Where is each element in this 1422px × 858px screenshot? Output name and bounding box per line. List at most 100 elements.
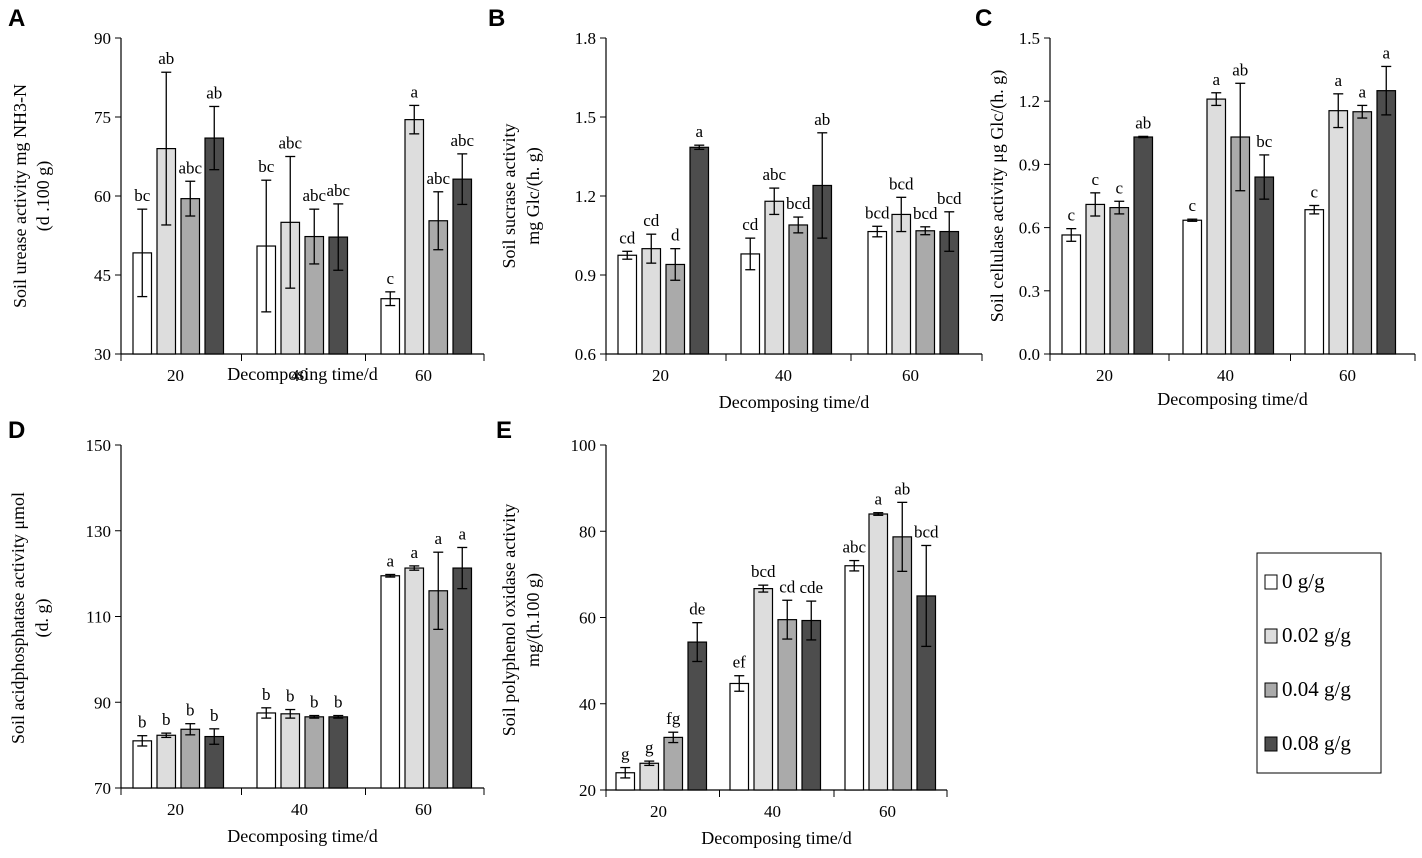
bar [663, 736, 684, 791]
panel-letter-C: C [975, 5, 992, 32]
y-tick-label: 90 [94, 693, 111, 712]
panel-A: A 30 45 60 75 90 20 40 60 Decomposing time/d Soil … [8, 5, 485, 385]
significance-label: c [1188, 196, 1196, 215]
significance-label: b [138, 713, 147, 732]
bar [1109, 206, 1130, 355]
panel-D: D 70 90 110 130 150 20 40 60 Decomposing time/d So… [8, 417, 485, 846]
bar [617, 254, 638, 355]
bar [788, 224, 809, 355]
y-tick-label: 70 [94, 779, 111, 798]
y-axis-label: Soil cellulase activity μg Glc/(h. g) [987, 70, 1008, 323]
bar [844, 565, 865, 791]
significance-label: abc [278, 134, 302, 153]
x-tick-label: 60 [415, 800, 432, 819]
bar [867, 230, 888, 355]
significance-label: a [434, 529, 442, 548]
significance-label: d [671, 226, 680, 245]
significance-label: bc [258, 157, 275, 176]
significance-label: ab [158, 49, 174, 68]
x-tick-label: 20 [652, 366, 669, 385]
significance-label: ab [1232, 60, 1248, 79]
significance-label: abc [762, 165, 786, 184]
x-tick-label: 40 [291, 800, 308, 819]
panel-C: C 0.0 0.3 0.6 0.9 1.2 1.5 20 40 60 Decomposing tim… [975, 5, 1416, 409]
x-axis-label: Decomposing time/d [227, 826, 377, 846]
x-axis-label: Decomposing time/d [227, 364, 377, 384]
y-tick-label: 20 [579, 781, 596, 800]
significance-label: abc [426, 169, 450, 188]
significance-label: abc [326, 181, 350, 200]
panel-letter-E: E [496, 417, 512, 444]
x-tick-label: 40 [775, 366, 792, 385]
bar [204, 137, 225, 355]
y-axis-label: Soil urease activity mg NH3-N [10, 84, 30, 308]
y-tick-label: 1.8 [575, 29, 596, 48]
significance-label: ab [814, 110, 830, 129]
significance-label: fg [666, 709, 681, 728]
y-axis-label: (d. g) [32, 599, 53, 638]
significance-label: abc [450, 131, 474, 150]
significance-label: b [162, 710, 171, 729]
significance-label: cd [619, 228, 636, 247]
significance-label: ef [733, 653, 747, 672]
bar [1133, 136, 1154, 355]
significance-label: c [1115, 178, 1123, 197]
significance-label: c [1091, 170, 1099, 189]
significance-label: a [458, 524, 466, 543]
bar [777, 619, 798, 791]
legend-label-0: 0 g/g [1282, 569, 1325, 593]
significance-label: cd [779, 577, 796, 596]
bar [1376, 90, 1397, 355]
bar [689, 146, 710, 355]
bar [687, 641, 708, 791]
bar [639, 762, 660, 791]
y-tick-label: 0.3 [1019, 282, 1040, 301]
y-axis-label: Soil polyphenol oxidase activity [499, 504, 519, 736]
y-axis-label: mg/(h.100 g) [523, 573, 544, 667]
bar [641, 248, 662, 355]
x-tick-label: 20 [167, 800, 184, 819]
y-tick-label: 100 [571, 436, 597, 455]
bar [132, 740, 153, 789]
significance-label: a [410, 543, 418, 562]
y-tick-label: 150 [86, 436, 112, 455]
panel-letter-D: D [8, 417, 25, 444]
significance-label: bc [134, 186, 151, 205]
legend-swatch-3 [1264, 736, 1278, 752]
significance-label: a [874, 490, 882, 509]
significance-label: c [1310, 182, 1318, 201]
significance-label: b [210, 706, 219, 725]
significance-label: ab [206, 83, 222, 102]
bar [156, 734, 177, 789]
bar [256, 712, 277, 789]
y-tick-label: 1.2 [1019, 92, 1040, 111]
y-tick-label: 0.6 [1019, 219, 1040, 238]
bar [1206, 98, 1227, 355]
significance-label: cd [742, 215, 759, 234]
significance-label: b [262, 685, 271, 704]
y-axis-label: (d .100 g) [33, 161, 54, 232]
significance-label: bcd [937, 189, 962, 208]
legend-box [1256, 552, 1382, 774]
legend: 0 g/g 0.02 g/g 0.04 g/g 0.08 g/g [1256, 552, 1382, 774]
bar [1328, 110, 1349, 355]
y-tick-label: 75 [94, 108, 111, 127]
legend-label-2: 0.04 g/g [1282, 677, 1351, 701]
significance-label: bc [1256, 132, 1273, 151]
bar [1085, 203, 1106, 355]
bar [452, 178, 473, 355]
y-tick-label: 110 [86, 608, 111, 627]
significance-label: bcd [865, 203, 890, 222]
significance-label: g [621, 745, 630, 764]
bar [1254, 176, 1275, 355]
significance-label: cd [643, 211, 660, 230]
legend-swatch-0 [1264, 574, 1278, 590]
bar [891, 213, 912, 355]
y-tick-label: 0.9 [575, 266, 596, 285]
y-tick-label: 90 [94, 29, 111, 48]
significance-label: a [695, 122, 703, 141]
significance-label: bcd [914, 522, 939, 541]
significance-label: g [645, 738, 654, 757]
significance-label: abc [178, 158, 202, 177]
